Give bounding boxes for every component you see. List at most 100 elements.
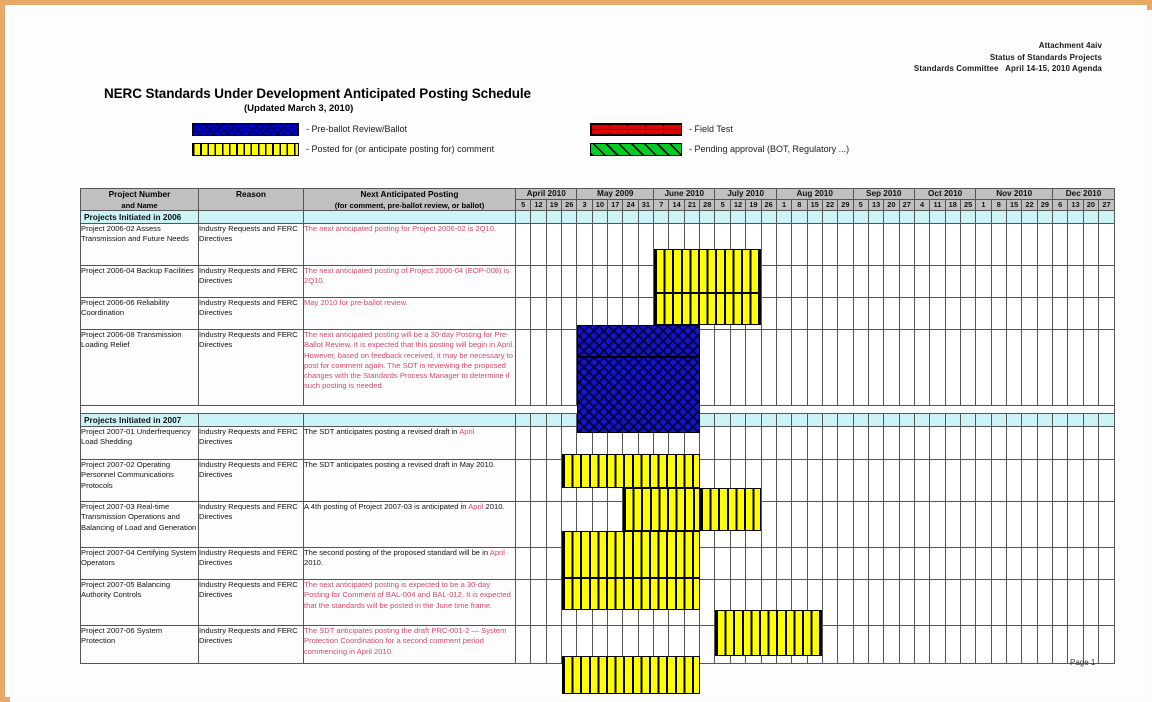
row-cell-28 bbox=[944, 459, 961, 502]
row-cell-29 bbox=[959, 223, 977, 266]
section-cell-38 bbox=[1098, 210, 1115, 224]
row-cell-25 bbox=[898, 579, 915, 626]
section-cell-5 bbox=[591, 413, 609, 427]
section-cell-4 bbox=[576, 210, 593, 224]
header-week-1-1: 10 bbox=[591, 199, 609, 211]
posting-highlight: April bbox=[468, 502, 484, 511]
row-cell-13 bbox=[714, 265, 731, 298]
project-name: Project 2007-03 Real-time Transmission O… bbox=[80, 501, 199, 548]
gantt-head: Project Number and Name Reason Next Anti… bbox=[80, 188, 1115, 211]
row-cell-27 bbox=[929, 297, 946, 330]
gantt-body: Projects Initiated in 2006 Project 2006-0… bbox=[80, 210, 1115, 664]
row-cell-3 bbox=[561, 625, 578, 664]
row-cell-11 bbox=[683, 579, 701, 626]
row-cell-14 bbox=[729, 297, 747, 330]
section-cell-34 bbox=[1036, 413, 1054, 427]
row-cell-26 bbox=[913, 223, 931, 266]
row-cell-18 bbox=[791, 625, 808, 664]
row-cell-38 bbox=[1098, 223, 1115, 266]
row-cell-17 bbox=[775, 329, 793, 406]
row-cell-23 bbox=[867, 265, 885, 298]
section-cell-35 bbox=[1052, 413, 1069, 427]
row-cell-34 bbox=[1036, 223, 1054, 266]
row-cell-6 bbox=[607, 625, 624, 664]
row-cell-37 bbox=[1082, 547, 1100, 580]
header-month-7: Nov 2010 bbox=[975, 188, 1054, 200]
row-cell-32 bbox=[1005, 329, 1023, 406]
section-cell-14 bbox=[729, 413, 747, 427]
section-cell-15 bbox=[745, 413, 762, 427]
row-cell-12 bbox=[699, 297, 716, 330]
header-week-7-2: 15 bbox=[1005, 199, 1023, 211]
row-cell-35 bbox=[1052, 265, 1069, 298]
section-cell-18 bbox=[791, 210, 808, 224]
row-cell-29 bbox=[959, 501, 977, 548]
header-month-4: Aug 2010 bbox=[775, 188, 854, 200]
row-cell-26 bbox=[913, 501, 931, 548]
row-cell-15 bbox=[745, 625, 762, 664]
section-cell-30 bbox=[975, 413, 992, 427]
section-label: Projects Initiated in 2007 bbox=[80, 413, 199, 427]
gantt-table: Project Number and Name Reason Next Anti… bbox=[80, 188, 1115, 664]
row-cell-30 bbox=[975, 223, 992, 266]
row-cell-4 bbox=[576, 579, 593, 626]
row-cell-30 bbox=[975, 265, 992, 298]
header-week-2-2: 21 bbox=[683, 199, 701, 211]
row-cell-14 bbox=[729, 265, 747, 298]
row-cell-4 bbox=[576, 501, 593, 548]
row-cell-9 bbox=[653, 223, 670, 266]
header-week-2-3: 28 bbox=[699, 199, 716, 211]
row-cell-12 bbox=[699, 547, 716, 580]
row-cell-31 bbox=[990, 547, 1008, 580]
section-blank-posting bbox=[303, 413, 516, 427]
project-reason: Industry Requests and FERC Directives bbox=[198, 501, 304, 548]
row-cell-35 bbox=[1052, 579, 1069, 626]
row-cell-5 bbox=[591, 579, 609, 626]
header-week-6-0: 4 bbox=[913, 199, 931, 211]
section-cell-2 bbox=[545, 413, 563, 427]
row-cell-8 bbox=[637, 459, 655, 502]
row-cell-37 bbox=[1082, 297, 1100, 330]
row-cell-22 bbox=[852, 547, 869, 580]
project-next-posting: The next anticipated posting will be a 3… bbox=[303, 329, 516, 406]
row-cell-31 bbox=[990, 297, 1008, 330]
row-cell-0 bbox=[514, 329, 532, 406]
row-cell-38 bbox=[1098, 625, 1115, 664]
row-cell-21 bbox=[837, 329, 854, 406]
legend-item-posted: - Posted for (or anticipate posting for)… bbox=[192, 143, 612, 157]
row-cell-23 bbox=[867, 501, 885, 548]
section-cell-1 bbox=[530, 413, 547, 427]
row-cell-22 bbox=[852, 501, 869, 548]
header-week-4-2: 15 bbox=[806, 199, 823, 211]
header-week-8-0: 6 bbox=[1052, 199, 1069, 211]
section-label: Projects Initiated in 2006 bbox=[80, 210, 199, 224]
project-next-posting: The next anticipated posting is expected… bbox=[303, 579, 516, 626]
row-cell-0 bbox=[514, 501, 532, 548]
row-cell-7 bbox=[622, 501, 639, 548]
row-cell-38 bbox=[1098, 579, 1115, 626]
header-month-5: Sep 2010 bbox=[852, 188, 915, 200]
row-cell-20 bbox=[821, 547, 839, 580]
row-cell-10 bbox=[668, 223, 685, 266]
section-cell-26 bbox=[913, 413, 931, 427]
project-next-posting: The next anticipated posting for Project… bbox=[303, 223, 516, 266]
row-cell-2 bbox=[545, 426, 563, 460]
section-cell-29 bbox=[959, 210, 977, 224]
row-cell-2 bbox=[545, 459, 563, 502]
row-cell-34 bbox=[1036, 625, 1054, 664]
row-cell-22 bbox=[852, 426, 869, 460]
row-cell-28 bbox=[944, 426, 961, 460]
row-cell-12 bbox=[699, 329, 716, 406]
row-cell-19 bbox=[806, 265, 823, 298]
row-cell-32 bbox=[1005, 501, 1023, 548]
row-cell-28 bbox=[944, 547, 961, 580]
row-cell-2 bbox=[545, 329, 563, 406]
row-cell-34 bbox=[1036, 547, 1054, 580]
row-cell-33 bbox=[1021, 625, 1038, 664]
row-cell-13 bbox=[714, 459, 731, 502]
row-cell-32 bbox=[1005, 426, 1023, 460]
row-cell-16 bbox=[760, 459, 777, 502]
row-cell-19 bbox=[806, 547, 823, 580]
row-cell-8 bbox=[637, 547, 655, 580]
section-cell-21 bbox=[837, 413, 854, 427]
